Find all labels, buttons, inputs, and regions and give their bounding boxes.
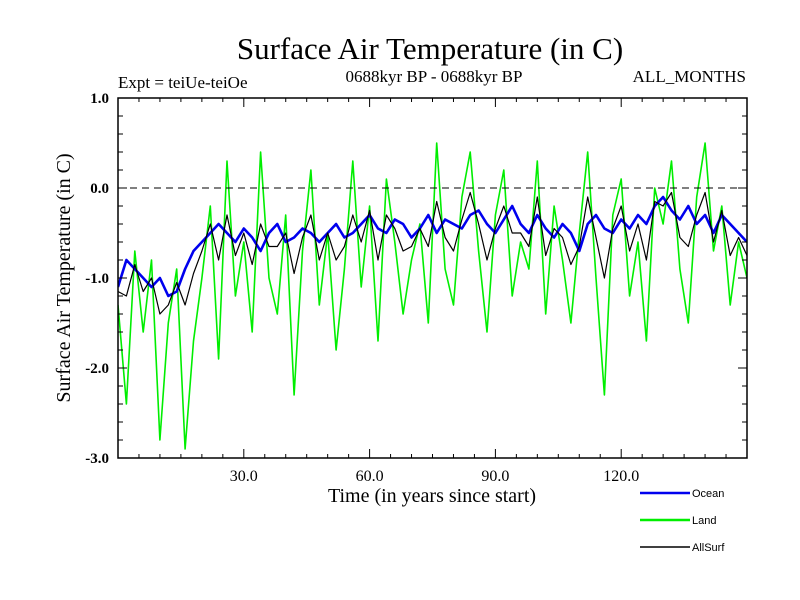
series-line-allsurf [118, 191, 747, 315]
months-label: ALL_MONTHS [633, 67, 746, 86]
y-tick-label: -2.0 [85, 361, 109, 377]
experiment-label: Expt = teiUe-teiOe [118, 73, 247, 92]
x-axis-label: Time (in years since start) [328, 485, 536, 507]
x-tick-label: 90.0 [481, 468, 509, 485]
x-tick-label: 30.0 [230, 468, 258, 485]
series-line-land [118, 142, 747, 450]
y-axis-label: Surface Air Temperature (in C) [53, 153, 75, 402]
legend-label-allsurf: AllSurf [692, 542, 725, 554]
legend-label-ocean: Ocean [692, 488, 724, 500]
y-tick-label: -3.0 [85, 451, 109, 467]
legend: Ocean Land AllSurf [640, 488, 725, 554]
x-tick-label: 60.0 [356, 468, 384, 485]
axis-ticks: 30.0 60.0 90.0 120.0 1.0 0.0 -1.0 -2.0 -3.0 [85, 91, 747, 485]
y-tick-label: -1.0 [85, 271, 109, 287]
chart-title: Surface Air Temperature (in C) [237, 31, 623, 66]
period-label: 0688kyr BP - 0688kyr BP [346, 67, 523, 86]
y-tick-label: 0.0 [90, 181, 109, 197]
x-tick-label: 120.0 [603, 468, 639, 485]
legend-label-land: Land [692, 515, 716, 527]
y-tick-label: 1.0 [90, 91, 109, 107]
series-layer [118, 142, 747, 450]
